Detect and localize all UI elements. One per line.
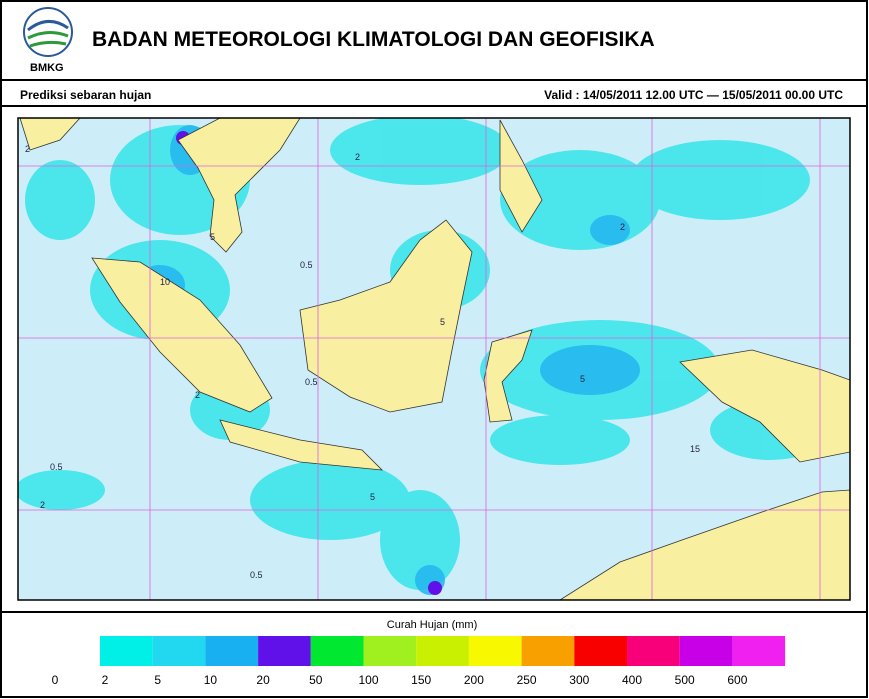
contour-label: 15 bbox=[690, 444, 700, 454]
legend-swatch bbox=[205, 636, 259, 666]
legend-swatch bbox=[574, 636, 627, 666]
legend-label: 2 bbox=[102, 673, 109, 687]
legend-swatch bbox=[732, 636, 786, 666]
legend-title: Curah Hujan (mm) bbox=[387, 619, 477, 631]
contour-label: 5 bbox=[210, 232, 215, 242]
contour-label: 0.5 bbox=[305, 377, 318, 387]
contour-label: 5 bbox=[370, 492, 375, 502]
logo-text: BMKG bbox=[30, 62, 64, 74]
contour-label: 0.5 bbox=[300, 260, 313, 270]
contour-label: 2 bbox=[40, 500, 45, 510]
subtitle: Prediksi sebaran hujan bbox=[20, 88, 151, 102]
legend-label: 10 bbox=[204, 673, 218, 687]
legend-swatch bbox=[627, 636, 680, 666]
contour-label: 2 bbox=[195, 390, 200, 400]
logo bbox=[23, 7, 73, 57]
legend-label: 50 bbox=[309, 673, 323, 687]
legend-swatch bbox=[258, 636, 311, 666]
legend-label: 400 bbox=[622, 673, 642, 687]
map: 2 0.5 5 2 0.5 5 10 2 0.5 2 5 0.5 2 5 15 bbox=[18, 118, 850, 600]
legend-swatch bbox=[468, 636, 522, 666]
legend-swatch bbox=[521, 636, 575, 666]
contour-label: 5 bbox=[440, 317, 445, 327]
contour-label: 0.5 bbox=[250, 570, 263, 580]
legend-label: 5 bbox=[154, 673, 161, 687]
valid-time: Valid : 14/05/2011 12.00 UTC — 15/05/201… bbox=[544, 88, 843, 102]
contour-label: 0.5 bbox=[50, 462, 63, 472]
legend-label: 250 bbox=[517, 673, 537, 687]
legend-label: 150 bbox=[411, 673, 431, 687]
title: BADAN METEOROLOGI KLIMATOLOGI DAN GEOFIS… bbox=[92, 28, 655, 51]
contour-label: 2 bbox=[355, 152, 360, 162]
contour-label: 5 bbox=[580, 374, 585, 384]
legend-label: 300 bbox=[569, 673, 589, 687]
legend-swatch bbox=[416, 636, 469, 666]
contour-label: 2 bbox=[620, 222, 625, 232]
contour-label: 10 bbox=[160, 277, 170, 287]
legend-swatch bbox=[310, 636, 364, 666]
legend-swatch bbox=[679, 636, 733, 666]
legend-label: 0 bbox=[52, 673, 59, 687]
legend-swatch bbox=[363, 636, 417, 666]
legend-swatch bbox=[100, 636, 153, 666]
legend-swatch bbox=[152, 636, 206, 666]
legend-label: 600 bbox=[727, 673, 747, 687]
legend: 0 2 5 10 20 50 100 150 200 250 300 400 500 600 bbox=[52, 636, 786, 687]
contour-label: 2 bbox=[25, 144, 30, 154]
legend-label: 20 bbox=[256, 673, 270, 687]
legend-label: 100 bbox=[358, 673, 378, 687]
legend-label: 200 bbox=[464, 673, 484, 687]
legend-label: 500 bbox=[675, 673, 695, 687]
map-border bbox=[17, 117, 851, 601]
